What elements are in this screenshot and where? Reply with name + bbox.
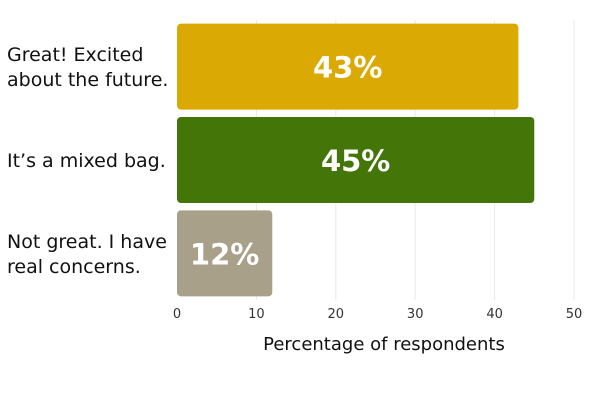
x-tick-label: 10 bbox=[248, 307, 265, 322]
bar bbox=[177, 210, 273, 297]
category-label: Not great. I have real concerns. bbox=[7, 231, 167, 278]
category-label: Great! Excited about the future. bbox=[7, 44, 168, 91]
bars: 43% 45% 12% bbox=[177, 23, 535, 297]
bar bbox=[177, 23, 519, 110]
x-tick-label: 50 bbox=[566, 307, 583, 322]
bar bbox=[177, 117, 535, 203]
bar-value-label: 45% bbox=[321, 144, 390, 178]
x-axis-title: Percentage of respondents bbox=[263, 334, 505, 355]
category-labels: Great! Excited about the future. It’s a mi… bbox=[7, 44, 168, 278]
x-tick-label: 40 bbox=[486, 307, 503, 322]
bar-value-label: 43% bbox=[313, 51, 382, 85]
category-label: It’s a mixed bag. bbox=[7, 150, 166, 172]
x-tick-label: 20 bbox=[328, 307, 345, 322]
bar-value-label: 12% bbox=[190, 237, 259, 271]
x-tick-label: 30 bbox=[407, 307, 424, 322]
x-axis-ticks: 0 10 20 30 40 50 bbox=[173, 307, 582, 322]
x-tick-label: 0 bbox=[173, 307, 181, 322]
